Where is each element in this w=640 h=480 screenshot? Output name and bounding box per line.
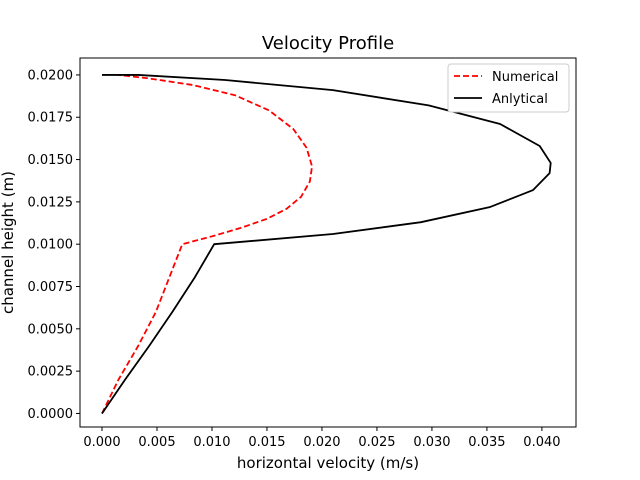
series-line-numerical	[101, 74, 313, 414]
y-tick-label: 0.0100	[28, 238, 74, 253]
series-line-anlytical	[101, 74, 552, 414]
plot-frame	[79, 57, 577, 428]
y-tick-label: 0.0000	[28, 407, 74, 422]
legend: Numerical Anlytical	[447, 63, 570, 113]
x-axis-ticks: 0.000 0.005 0.010 0.015 0.020 0.025 0.030 0.035…	[83, 427, 561, 450]
chart-title: Velocity Profile	[262, 33, 394, 54]
y-axis-title: channel height (m)	[0, 171, 17, 314]
x-tick-label: 0.040	[523, 435, 560, 450]
y-tick-label: 0.0050	[28, 322, 74, 337]
legend-label-numerical: Numerical	[492, 70, 558, 85]
x-tick-label: 0.015	[248, 435, 285, 450]
y-tick-label: 0.0075	[28, 280, 74, 295]
y-tick-label: 0.0025	[28, 365, 74, 380]
legend-label-analytical: Anlytical	[492, 92, 548, 107]
series-layer	[101, 74, 552, 414]
x-tick-label: 0.030	[413, 435, 450, 450]
x-tick-label: 0.000	[83, 435, 120, 450]
x-axis-title: horizontal velocity (m/s)	[237, 454, 419, 472]
x-tick-label: 0.020	[303, 435, 340, 450]
y-tick-label: 0.0200	[28, 68, 74, 83]
x-tick-label: 0.035	[468, 435, 505, 450]
legend-box	[447, 63, 570, 113]
y-axis-ticks: 0.0000 0.0025 0.0050 0.0075 0.0100 0.0125 0.01…	[28, 68, 80, 422]
x-tick-label: 0.005	[138, 435, 175, 450]
plot-area	[80, 58, 576, 427]
y-tick-label: 0.0150	[28, 153, 74, 168]
x-tick-label: 0.025	[358, 435, 395, 450]
x-tick-label: 0.010	[193, 435, 230, 450]
y-tick-label: 0.0125	[28, 195, 74, 210]
y-tick-label: 0.0175	[28, 111, 74, 126]
